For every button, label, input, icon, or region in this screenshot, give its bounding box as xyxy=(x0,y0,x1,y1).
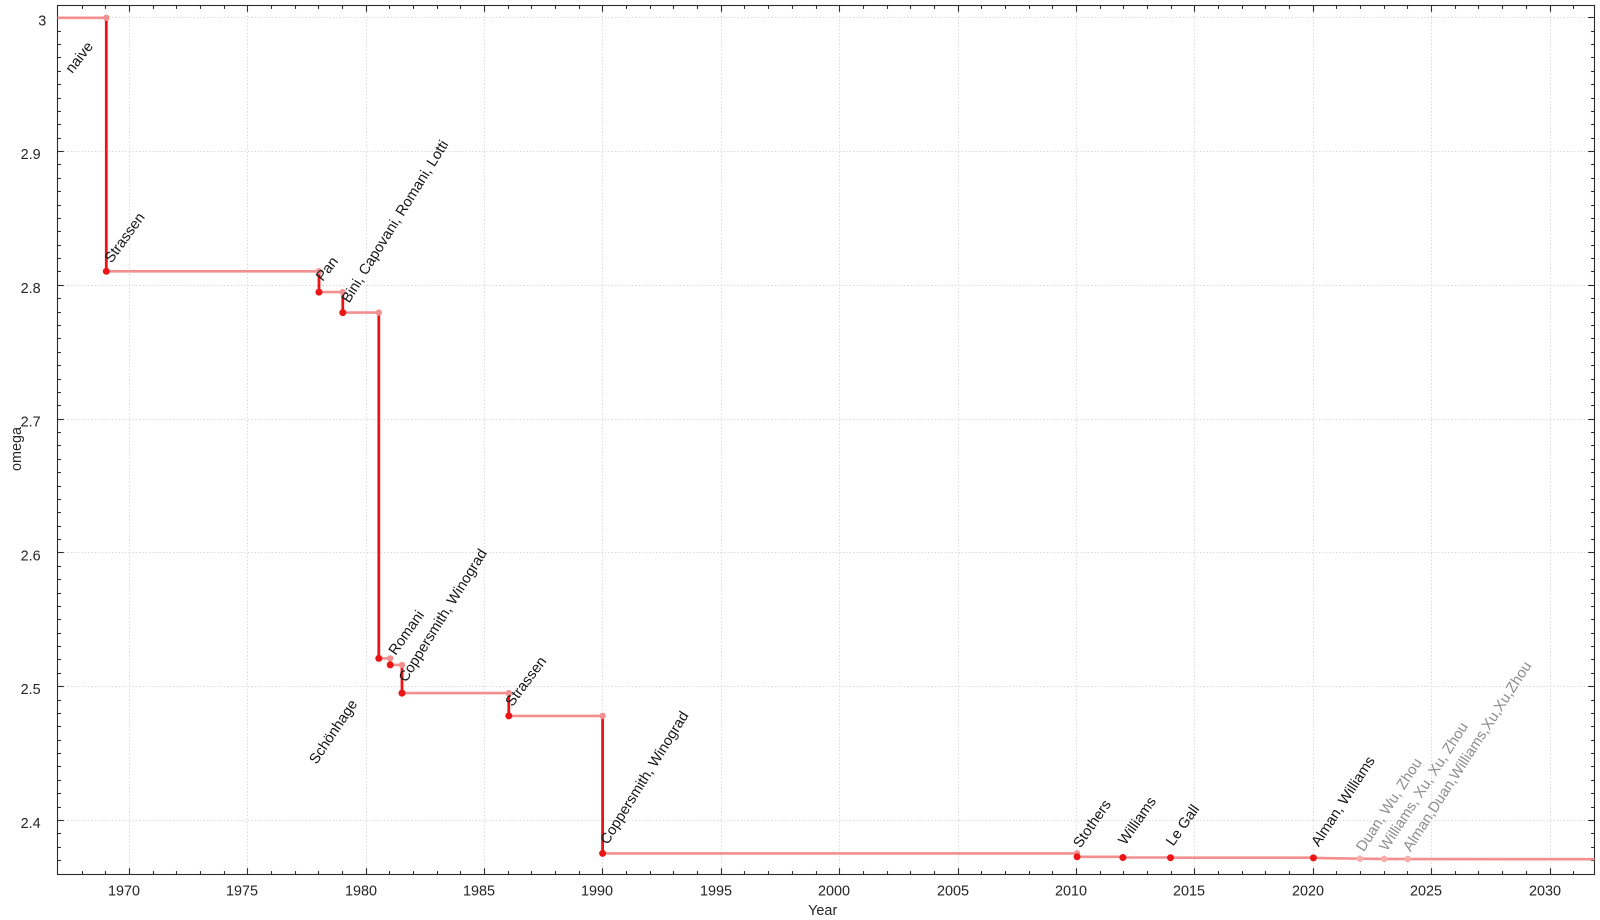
svg-text:1980: 1980 xyxy=(345,884,377,900)
svg-text:2.6: 2.6 xyxy=(21,548,41,564)
svg-text:1985: 1985 xyxy=(463,884,495,900)
svg-text:2.8: 2.8 xyxy=(21,281,41,297)
svg-text:2005: 2005 xyxy=(937,884,969,900)
svg-text:2.9: 2.9 xyxy=(21,147,41,163)
svg-text:2.4: 2.4 xyxy=(21,816,41,832)
svg-text:1995: 1995 xyxy=(700,884,732,900)
svg-text:1975: 1975 xyxy=(226,884,258,900)
svg-text:2.7: 2.7 xyxy=(21,415,41,431)
svg-text:2.5: 2.5 xyxy=(21,682,41,698)
svg-text:2030: 2030 xyxy=(1529,884,1561,900)
svg-text:2000: 2000 xyxy=(818,884,850,900)
svg-text:2020: 2020 xyxy=(1292,884,1324,900)
svg-text:Year: Year xyxy=(808,903,837,919)
svg-text:2015: 2015 xyxy=(1173,884,1205,900)
svg-text:1990: 1990 xyxy=(581,884,613,900)
svg-text:1970: 1970 xyxy=(108,884,140,900)
svg-text:omega: omega xyxy=(9,427,25,471)
svg-text:2010: 2010 xyxy=(1055,884,1087,900)
svg-text:3: 3 xyxy=(38,13,46,29)
svg-text:2025: 2025 xyxy=(1410,884,1442,900)
